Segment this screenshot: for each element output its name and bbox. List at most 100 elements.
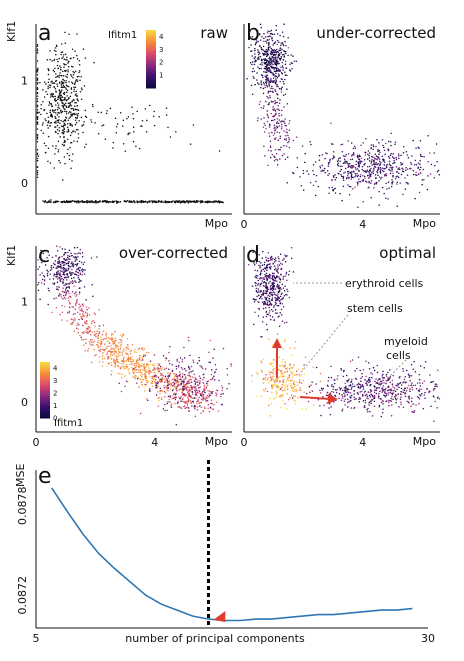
scatter-point bbox=[260, 26, 263, 29]
scatter-point bbox=[290, 54, 292, 56]
scatter-point bbox=[165, 367, 168, 370]
scatter-point bbox=[319, 405, 321, 407]
scatter-point bbox=[48, 200, 50, 203]
scatter-point bbox=[268, 273, 271, 276]
scatter-point bbox=[416, 382, 419, 384]
scatter-point bbox=[131, 201, 133, 203]
scatter-point bbox=[182, 400, 184, 403]
scatter-point bbox=[138, 147, 141, 150]
scatter-point bbox=[70, 262, 72, 264]
scatter-point bbox=[346, 393, 349, 396]
scatter-point bbox=[66, 138, 69, 141]
scatter-point bbox=[277, 386, 280, 388]
scatter-point bbox=[214, 370, 217, 373]
scatter-point bbox=[47, 69, 50, 72]
scatter-point bbox=[264, 84, 266, 86]
scatter-point bbox=[36, 92, 39, 94]
scatter-point bbox=[101, 200, 104, 202]
scatter-point bbox=[274, 312, 277, 314]
scatter-point bbox=[125, 364, 128, 366]
panel-c-y-ticks: 01 bbox=[21, 295, 28, 409]
scatter-point bbox=[50, 81, 52, 83]
scatter-point bbox=[263, 281, 266, 283]
scatter-point bbox=[78, 291, 81, 293]
scatter-point bbox=[284, 339, 286, 341]
scatter-point bbox=[357, 206, 359, 209]
scatter-point bbox=[356, 168, 359, 170]
scatter-point bbox=[369, 410, 371, 413]
scatter-point bbox=[85, 299, 87, 301]
scatter-point bbox=[344, 404, 346, 406]
scatter-point bbox=[73, 113, 76, 116]
scatter-point bbox=[333, 188, 335, 191]
scatter-point bbox=[289, 397, 291, 399]
scatter-point bbox=[260, 80, 262, 82]
scatter-point bbox=[269, 69, 272, 72]
scatter-point bbox=[346, 161, 348, 164]
scatter-point bbox=[347, 401, 349, 404]
scatter-point bbox=[435, 143, 438, 145]
scatter-point bbox=[273, 265, 276, 267]
scatter-point bbox=[254, 284, 257, 287]
scatter-point bbox=[267, 116, 270, 119]
scatter-point bbox=[115, 347, 117, 349]
scatter-point bbox=[46, 257, 48, 259]
scatter-point bbox=[47, 67, 49, 70]
scatter-point bbox=[430, 381, 432, 383]
scatter-point bbox=[269, 318, 272, 321]
scatter-point bbox=[100, 336, 102, 338]
scatter-point bbox=[412, 139, 414, 142]
scatter-point bbox=[36, 73, 39, 76]
scatter-point bbox=[337, 375, 339, 377]
scatter-point bbox=[400, 387, 403, 390]
scatter-point bbox=[385, 375, 388, 378]
scatter-point bbox=[269, 35, 272, 38]
scatter-point bbox=[77, 331, 80, 334]
scatter-point bbox=[418, 398, 421, 400]
scatter-point bbox=[275, 24, 278, 27]
scatter-point bbox=[47, 85, 49, 88]
scatter-point bbox=[260, 118, 263, 120]
scatter-point bbox=[271, 36, 273, 39]
scatter-point bbox=[266, 52, 269, 55]
scatter-point bbox=[195, 397, 197, 399]
scatter-point bbox=[76, 253, 78, 255]
scatter-point bbox=[151, 377, 153, 380]
scatter-point bbox=[323, 404, 325, 406]
scatter-point bbox=[63, 103, 66, 106]
scatter-point bbox=[276, 285, 278, 287]
scatter-point bbox=[70, 88, 73, 90]
scatter-point bbox=[62, 106, 65, 109]
scatter-point bbox=[271, 385, 273, 388]
scatter-point bbox=[64, 140, 66, 143]
scatter-point bbox=[382, 408, 384, 410]
scatter-point bbox=[280, 66, 282, 69]
scatter-point bbox=[72, 153, 74, 155]
scatter-point bbox=[157, 362, 159, 365]
scatter-point bbox=[168, 398, 171, 401]
scatter-point bbox=[283, 257, 285, 260]
scatter-point bbox=[68, 287, 71, 289]
scatter-point bbox=[39, 298, 41, 300]
scatter-point bbox=[75, 129, 78, 131]
scatter-point bbox=[206, 384, 209, 387]
scatter-point bbox=[394, 143, 396, 146]
scatter-point bbox=[271, 299, 273, 301]
scatter-point bbox=[404, 188, 407, 190]
scatter-point bbox=[301, 408, 304, 410]
scatter-point bbox=[151, 382, 153, 384]
scatter-point bbox=[277, 266, 279, 268]
scatter-point bbox=[272, 51, 274, 54]
scatter-point bbox=[74, 280, 76, 282]
scatter-point bbox=[200, 398, 203, 400]
scatter-point bbox=[36, 176, 39, 179]
scatter-point bbox=[388, 168, 390, 171]
scatter-point bbox=[327, 163, 330, 165]
scatter-point bbox=[36, 157, 39, 160]
scatter-point bbox=[161, 376, 163, 379]
scatter-point bbox=[279, 312, 281, 314]
scatter-point bbox=[218, 379, 220, 382]
scatter-point bbox=[156, 369, 159, 371]
scatter-point bbox=[336, 388, 338, 391]
